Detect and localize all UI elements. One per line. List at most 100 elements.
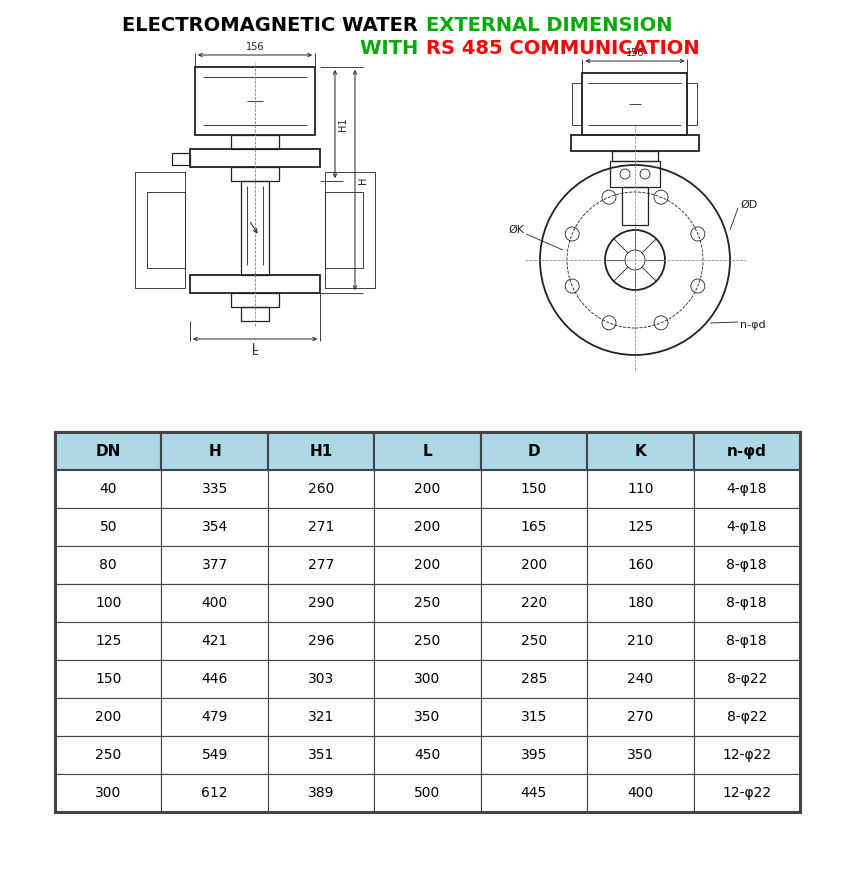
- Bar: [374, 470, 481, 508]
- Bar: [162, 774, 268, 812]
- Text: ØK: ØK: [508, 225, 524, 235]
- Text: 389: 389: [308, 786, 334, 800]
- Text: 277: 277: [308, 558, 334, 572]
- Bar: [374, 736, 481, 774]
- Bar: [325, 192, 363, 268]
- Bar: [195, 67, 315, 135]
- Text: WITH: WITH: [360, 39, 425, 57]
- Bar: [573, 83, 582, 125]
- Text: 321: 321: [308, 710, 334, 724]
- Text: 335: 335: [201, 482, 228, 496]
- Text: 12-φ22: 12-φ22: [722, 786, 771, 800]
- Text: 240: 240: [627, 672, 654, 686]
- Text: 285: 285: [521, 672, 547, 686]
- Bar: [587, 698, 694, 736]
- Bar: [231, 135, 279, 149]
- Bar: [587, 622, 694, 660]
- Bar: [55, 546, 162, 584]
- Text: H: H: [208, 444, 221, 458]
- Bar: [481, 660, 587, 698]
- Text: 200: 200: [414, 558, 440, 572]
- Bar: [162, 622, 268, 660]
- Bar: [374, 508, 481, 546]
- Text: 446: 446: [201, 672, 228, 686]
- Text: 400: 400: [627, 786, 654, 800]
- Bar: [587, 432, 694, 470]
- Text: 354: 354: [201, 520, 228, 534]
- Bar: [268, 698, 374, 736]
- Text: L: L: [422, 444, 433, 458]
- Bar: [268, 508, 374, 546]
- Text: 200: 200: [521, 558, 547, 572]
- Bar: [610, 161, 660, 187]
- Text: 271: 271: [308, 520, 334, 534]
- Bar: [374, 698, 481, 736]
- Bar: [162, 508, 268, 546]
- Text: 125: 125: [627, 520, 654, 534]
- Bar: [55, 470, 162, 508]
- Text: D: D: [528, 444, 541, 458]
- Bar: [481, 546, 587, 584]
- Bar: [162, 546, 268, 584]
- Bar: [481, 622, 587, 660]
- Bar: [481, 736, 587, 774]
- Bar: [190, 275, 320, 293]
- Text: 290: 290: [308, 596, 334, 610]
- Text: 50: 50: [99, 520, 117, 534]
- Text: 8-φ22: 8-φ22: [727, 710, 767, 724]
- Bar: [162, 698, 268, 736]
- Text: 300: 300: [414, 672, 440, 686]
- Text: L: L: [252, 347, 258, 357]
- Bar: [268, 546, 374, 584]
- Bar: [268, 622, 374, 660]
- Bar: [268, 660, 374, 698]
- Bar: [55, 698, 162, 736]
- Text: 200: 200: [95, 710, 122, 724]
- Bar: [147, 192, 185, 268]
- Bar: [587, 660, 694, 698]
- Text: 377: 377: [201, 558, 228, 572]
- Bar: [55, 584, 162, 622]
- Bar: [55, 660, 162, 698]
- Text: H1: H1: [309, 444, 332, 458]
- Bar: [135, 172, 185, 288]
- Text: 8-φ22: 8-φ22: [727, 672, 767, 686]
- Text: 500: 500: [414, 786, 440, 800]
- Bar: [481, 470, 587, 508]
- Bar: [55, 736, 162, 774]
- Text: 549: 549: [201, 748, 228, 762]
- Bar: [587, 508, 694, 546]
- Bar: [231, 293, 279, 307]
- Bar: [622, 187, 648, 225]
- Text: 156: 156: [246, 42, 264, 52]
- Text: 4-φ18: 4-φ18: [727, 482, 767, 496]
- Bar: [694, 546, 800, 584]
- Bar: [190, 149, 320, 167]
- Text: 270: 270: [627, 710, 654, 724]
- Bar: [694, 698, 800, 736]
- Text: 220: 220: [521, 596, 547, 610]
- Bar: [694, 584, 800, 622]
- Bar: [374, 622, 481, 660]
- Text: 479: 479: [201, 710, 228, 724]
- Bar: [162, 660, 268, 698]
- Text: H: H: [358, 176, 368, 184]
- Bar: [268, 774, 374, 812]
- Text: 450: 450: [414, 748, 440, 762]
- Text: 400: 400: [201, 596, 228, 610]
- Text: DN: DN: [95, 444, 121, 458]
- Text: 8-φ18: 8-φ18: [727, 558, 767, 572]
- Text: 80: 80: [99, 558, 117, 572]
- Text: 350: 350: [414, 710, 440, 724]
- Text: 250: 250: [414, 596, 440, 610]
- Text: 303: 303: [308, 672, 334, 686]
- Text: 351: 351: [308, 748, 334, 762]
- Bar: [582, 73, 688, 135]
- Text: 350: 350: [627, 748, 654, 762]
- Bar: [162, 470, 268, 508]
- Bar: [268, 736, 374, 774]
- Text: 100: 100: [95, 596, 122, 610]
- Bar: [55, 432, 800, 812]
- Bar: [571, 135, 699, 151]
- Bar: [268, 584, 374, 622]
